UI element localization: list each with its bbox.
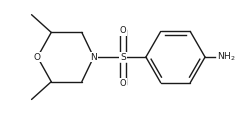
Text: NH$_2$: NH$_2$: [217, 51, 235, 63]
Text: O: O: [120, 79, 126, 88]
Text: O: O: [34, 53, 41, 62]
Text: O: O: [120, 26, 126, 35]
Text: N: N: [90, 53, 97, 62]
Text: S: S: [120, 53, 126, 62]
